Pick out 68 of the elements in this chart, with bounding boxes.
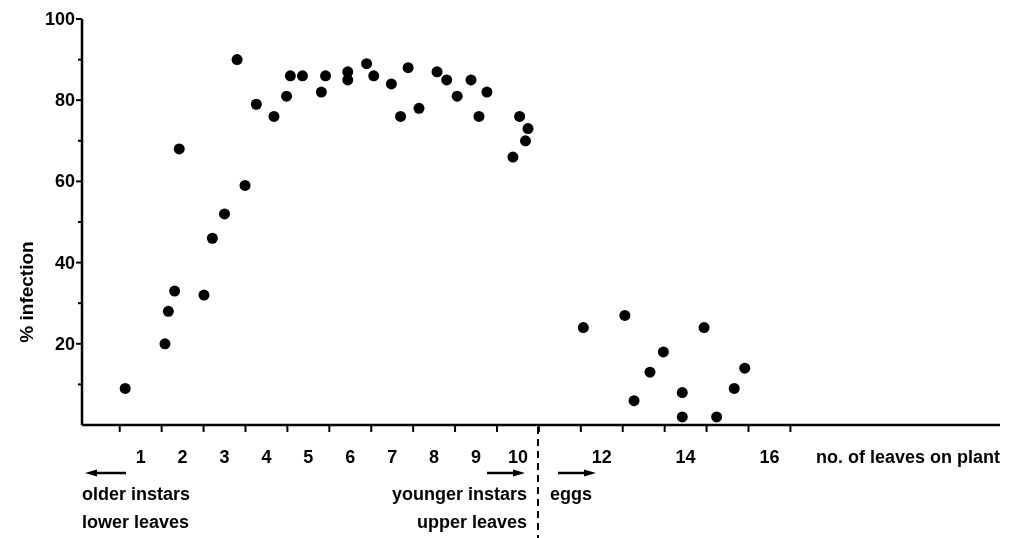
- point: [514, 110, 526, 122]
- point: [268, 110, 280, 122]
- point: [361, 58, 373, 70]
- point: [198, 289, 210, 301]
- point: [162, 305, 174, 317]
- text: eggs: [550, 484, 593, 504]
- point: [284, 70, 296, 82]
- x-tick-label: 5: [303, 447, 314, 467]
- point: [481, 86, 493, 98]
- x-tick-label: 4: [261, 447, 272, 467]
- point: [342, 74, 354, 86]
- point: [368, 70, 380, 82]
- point: [644, 366, 656, 378]
- point: [628, 395, 640, 407]
- point: [739, 362, 751, 374]
- point: [465, 74, 477, 86]
- x-tick-label: 1: [135, 447, 146, 467]
- point: [519, 135, 531, 147]
- point: [451, 90, 463, 102]
- y-tick-label: 20: [54, 333, 75, 354]
- x-tick-label: 14: [675, 447, 696, 467]
- y-tick-label: 40: [54, 252, 75, 273]
- x-tick-label: 16: [759, 447, 780, 467]
- point: [385, 78, 397, 90]
- x-tick-label: 3: [219, 447, 230, 467]
- point: [119, 382, 131, 394]
- text: older instars lower leaves: [82, 484, 191, 532]
- point: [281, 90, 293, 102]
- point: [395, 110, 407, 122]
- point: [413, 102, 425, 114]
- point: [219, 208, 231, 220]
- point: [320, 70, 332, 82]
- point: [657, 346, 669, 358]
- point: [206, 232, 218, 244]
- point: [173, 143, 185, 155]
- point: [676, 411, 688, 423]
- x-tick-label: 2: [177, 447, 188, 467]
- x-tick-label: 6: [345, 447, 356, 467]
- point: [441, 74, 453, 86]
- x-tick-label: 9: [471, 447, 482, 467]
- point: [296, 70, 308, 82]
- x-tick-label: 10: [507, 447, 528, 467]
- point: [231, 54, 243, 66]
- point: [473, 110, 485, 122]
- y-axis-title: % infection: [15, 241, 37, 343]
- y-tick-label: 100: [44, 9, 75, 29]
- y-tick-label: 80: [54, 90, 75, 111]
- point: [315, 86, 327, 98]
- x-tick-label: 8: [429, 447, 440, 467]
- point: [577, 322, 589, 334]
- x-tick-label: 12: [591, 447, 612, 467]
- x-axis-title: no. of leaves on plant: [815, 447, 1000, 467]
- point: [250, 98, 262, 110]
- point: [522, 123, 534, 135]
- point: [239, 179, 251, 191]
- point: [169, 285, 181, 297]
- point: [728, 382, 740, 394]
- point: [676, 387, 688, 399]
- point: [507, 151, 519, 163]
- point: [402, 62, 414, 74]
- point: [619, 309, 631, 321]
- y-tick-label: 60: [54, 171, 75, 192]
- point: [159, 338, 171, 350]
- point: [431, 66, 443, 78]
- point: [711, 411, 723, 423]
- text: younger instars upper leaves: [391, 484, 527, 532]
- point: [698, 322, 710, 334]
- x-tick-label: 7: [387, 447, 398, 467]
